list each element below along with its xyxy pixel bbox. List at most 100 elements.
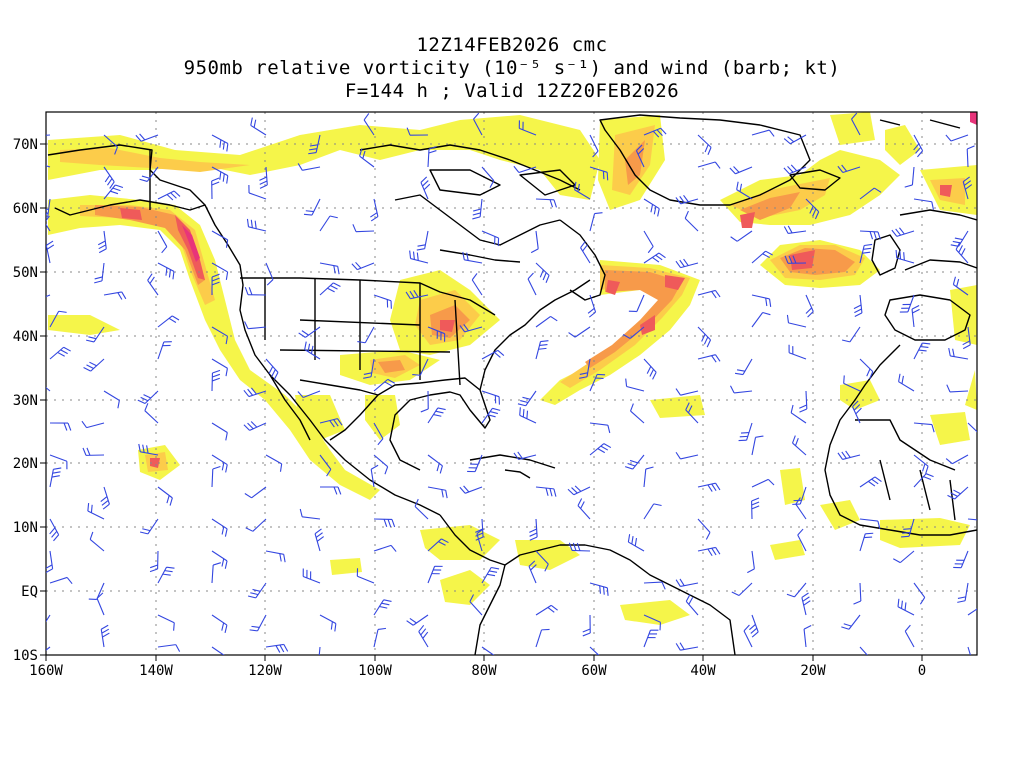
wind-barb <box>427 566 436 584</box>
wind-barb <box>103 166 115 183</box>
wind-barb-feather <box>138 443 141 452</box>
wind-barb-feather <box>630 403 634 412</box>
wind-barb <box>743 630 753 648</box>
wind-barb <box>481 166 495 181</box>
wind-barb <box>859 187 875 200</box>
wind-barb-feather <box>922 463 926 472</box>
wind-barb-feather <box>303 213 313 216</box>
wind-barb-feather <box>166 194 174 201</box>
lat-label-50n: 50N <box>13 265 38 281</box>
wind-barb-feather <box>874 187 882 193</box>
wind-barb-feather <box>513 452 520 460</box>
wind-barb <box>46 165 51 168</box>
wind-barb <box>410 294 429 300</box>
wind-barb-feather <box>387 378 396 384</box>
wind-barb-feather <box>805 307 813 314</box>
wind-barb <box>859 245 865 264</box>
wind-barb-feather <box>683 194 689 203</box>
wind-barb-feather <box>224 528 228 537</box>
coastlines <box>47 114 977 655</box>
wind-barb-feather <box>799 404 807 409</box>
wind-barb-feather <box>259 176 267 181</box>
wind-barb-feather <box>962 340 971 346</box>
wind-barb <box>481 230 499 239</box>
wind-barb <box>571 549 591 552</box>
wind-barb-feather <box>950 244 959 247</box>
wind-barb-feather <box>243 424 250 431</box>
wind-barb-feather <box>529 528 537 533</box>
wind-barb <box>680 198 699 205</box>
wind-barb <box>967 326 971 345</box>
wind-barb <box>589 166 608 173</box>
wind-barb-feather <box>489 411 499 415</box>
wind-barb-feather <box>307 343 311 352</box>
wind-barb <box>643 198 660 210</box>
wind-barb-feather <box>170 192 177 199</box>
wind-barb-feather <box>893 558 901 564</box>
wind-barb-feather <box>46 568 53 574</box>
wind-barb-feather <box>297 391 304 398</box>
wind-barb <box>319 215 331 232</box>
wind-barb <box>859 582 862 602</box>
wind-barb-feather <box>98 248 107 254</box>
wind-barb <box>643 581 663 584</box>
wind-barb <box>535 486 554 490</box>
wind-barb <box>632 454 645 470</box>
wind-barb <box>913 342 923 360</box>
wind-barb-feather <box>587 307 595 314</box>
wind-barb-feather <box>66 577 73 585</box>
wind-barb-feather <box>149 564 158 569</box>
wind-barb-feather <box>420 176 428 183</box>
wind-barb <box>911 166 915 185</box>
vorticity-shading <box>48 112 977 625</box>
wind-barb-feather <box>545 487 549 496</box>
wind-barb <box>626 385 645 392</box>
wind-barb <box>364 326 375 344</box>
wind-barb-feather <box>799 408 808 413</box>
wind-barb <box>373 599 385 616</box>
wind-barb-feather <box>211 177 220 182</box>
wind-barb-feather <box>387 519 392 528</box>
wind-barb-feather <box>330 285 338 290</box>
wind-barb <box>252 518 267 532</box>
wind-barb-feather <box>414 498 419 507</box>
wind-barb <box>473 118 483 136</box>
wind-barb <box>635 150 645 168</box>
wind-barb <box>589 374 598 392</box>
wind-barb <box>697 546 716 552</box>
lon-label-140w: 140W <box>139 663 173 679</box>
wind-barb-feather <box>222 654 224 655</box>
wind-barb <box>255 582 267 599</box>
wind-barb-feather <box>226 143 229 152</box>
wind-barb-feather <box>225 336 229 345</box>
wind-barb <box>248 326 267 330</box>
wind-barb-feather <box>855 407 862 415</box>
wind-barb-feather <box>547 607 555 613</box>
plot-frame <box>45 111 978 656</box>
wind-barb-feather <box>841 339 851 343</box>
wind-barb <box>842 166 861 174</box>
wind-barb <box>896 230 915 237</box>
wind-barb-feather <box>437 407 446 411</box>
wind-barb-feather <box>679 578 685 586</box>
wind-barb <box>630 410 645 424</box>
wind-barb-feather <box>463 485 470 493</box>
lat-label-40n: 40N <box>13 329 38 345</box>
wind-barb-feather <box>377 627 387 630</box>
wind-barb-feather <box>513 165 520 173</box>
wind-barb <box>46 614 51 623</box>
wind-barb-feather <box>311 665 319 667</box>
wind-barb-feather <box>843 375 845 384</box>
wind-barb-feather <box>579 376 588 379</box>
wind-barb-feather <box>472 212 481 216</box>
wind-barb-feather <box>390 545 397 552</box>
wind-barb <box>211 565 214 584</box>
wind-barb-feather <box>252 588 261 592</box>
wind-barb-feather <box>46 240 54 246</box>
wind-barb-feather <box>574 485 582 492</box>
wind-barb-feather <box>459 325 466 333</box>
wind-barb-feather <box>433 414 442 417</box>
wind-barb-feather <box>526 410 529 419</box>
wind-barb <box>843 382 861 392</box>
wind-barb-feather <box>788 255 793 264</box>
